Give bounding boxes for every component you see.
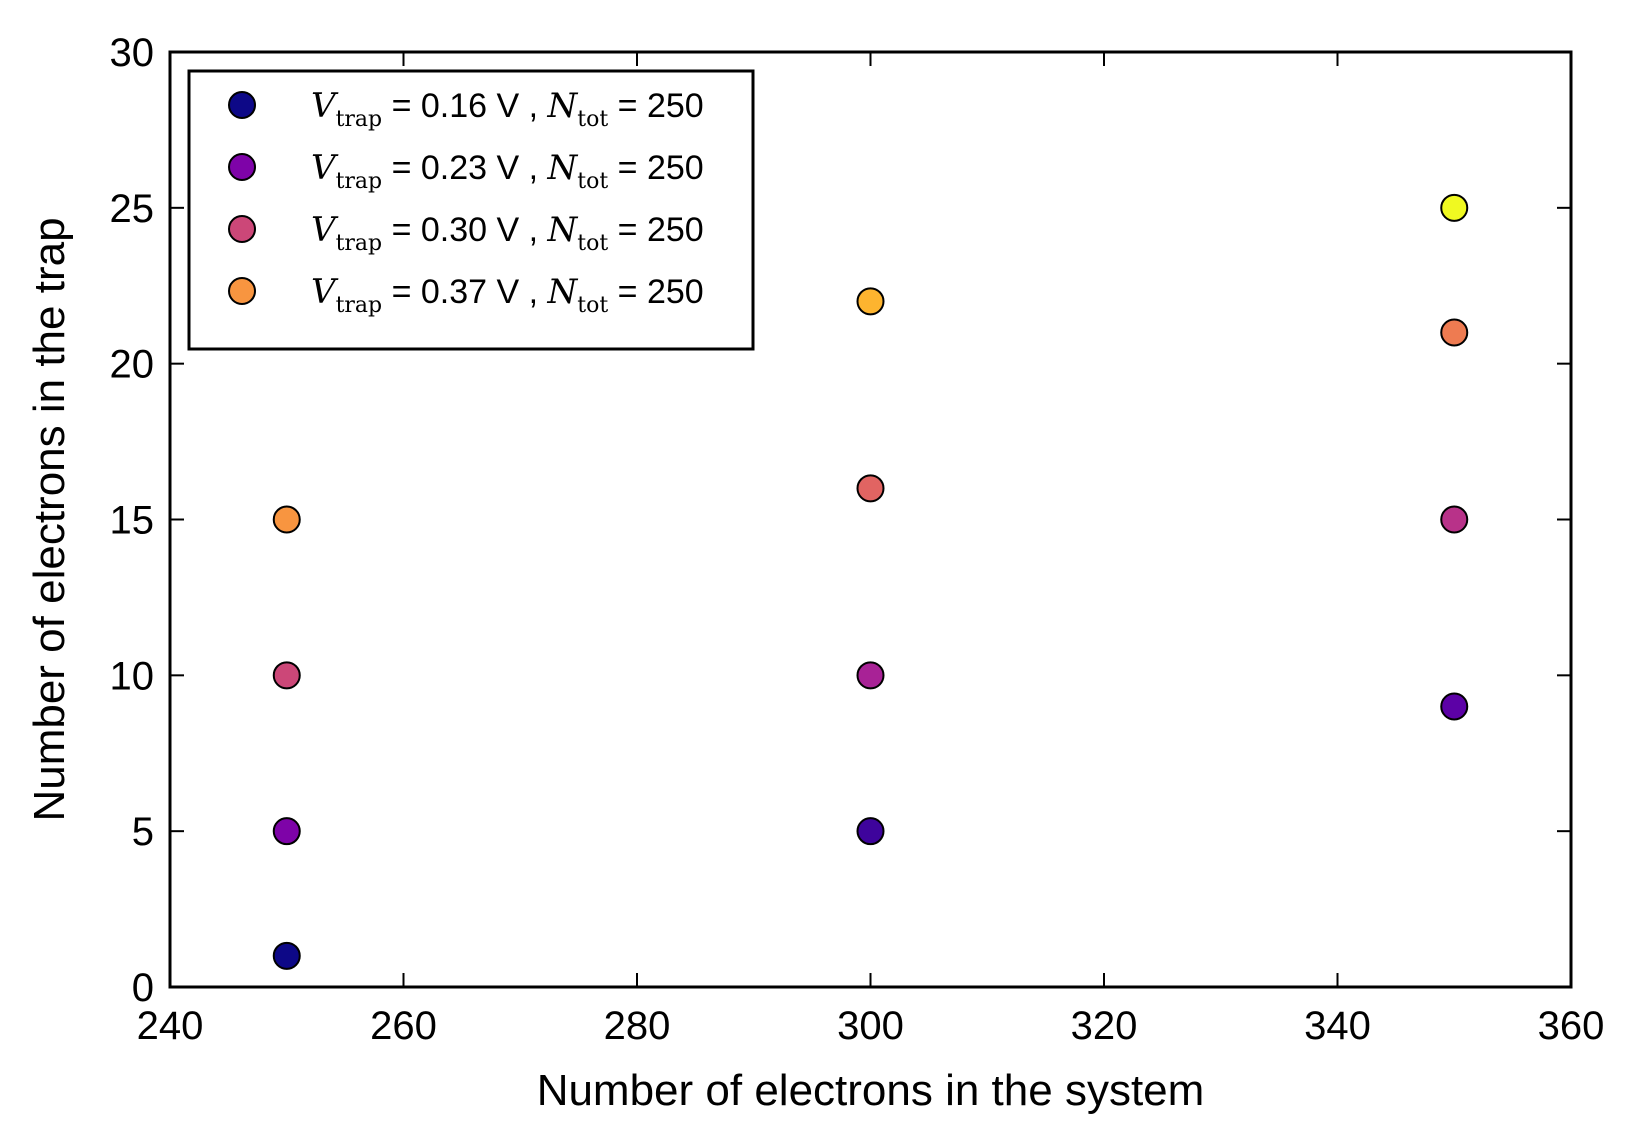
x-tick-label: 240 bbox=[137, 1004, 204, 1048]
x-axis-label: Number of electrons in the system bbox=[537, 1066, 1205, 1115]
legend-entry: Vtrap = 0.23 V , Ntot = 250 bbox=[228, 148, 704, 194]
legend-marker bbox=[228, 215, 256, 243]
points-layer bbox=[272, 193, 1469, 970]
legend-label-part: = 0.23 V , bbox=[382, 149, 547, 187]
legend-marker bbox=[228, 277, 256, 305]
legend-label-part: tot bbox=[577, 107, 608, 132]
legend-label-part: = 250 bbox=[608, 211, 703, 249]
legend-entry: Vtrap = 0.37 V , Ntot = 250 bbox=[228, 272, 704, 318]
legend-label-part: V bbox=[311, 272, 339, 312]
data-point bbox=[856, 661, 885, 690]
legend-label-part: = 0.37 V , bbox=[382, 273, 547, 311]
data-point bbox=[1440, 318, 1469, 347]
legend-entry: Vtrap = 0.16 V , Ntot = 250 bbox=[228, 86, 704, 132]
data-point bbox=[272, 817, 301, 846]
y-axis-label: Number of electrons in the trap bbox=[25, 217, 74, 821]
legend-label-part: N bbox=[547, 148, 579, 188]
legend-label: Vtrap = 0.37 V , Ntot = 250 bbox=[311, 272, 704, 318]
x-tick-label: 360 bbox=[1538, 1004, 1605, 1048]
legend-label-part: = 0.30 V , bbox=[382, 211, 547, 249]
data-point bbox=[1440, 692, 1469, 721]
legend-label-part: trap bbox=[336, 231, 383, 256]
legend-label-part: N bbox=[547, 272, 579, 312]
y-tick-label: 25 bbox=[110, 187, 155, 231]
y-tick-label: 5 bbox=[132, 810, 154, 854]
legend-box bbox=[187, 69, 755, 351]
legend-label: Vtrap = 0.30 V , Ntot = 250 bbox=[311, 210, 704, 256]
data-point bbox=[272, 661, 301, 690]
ticks-layer: 240 260 280 300 320 340 360 0 5 10 15 20 25 30 bbox=[110, 31, 1605, 1048]
legend-label-part: tot bbox=[577, 293, 608, 318]
legend-label-part: N bbox=[547, 210, 579, 250]
legend-marker bbox=[228, 91, 256, 119]
data-point bbox=[856, 287, 885, 316]
x-tick-label: 280 bbox=[604, 1004, 671, 1048]
data-point bbox=[856, 817, 885, 846]
y-tick-label: 0 bbox=[132, 966, 154, 1010]
data-point bbox=[1440, 505, 1469, 534]
x-tick-label: 260 bbox=[370, 1004, 437, 1048]
data-point bbox=[272, 505, 301, 534]
data-point bbox=[272, 941, 301, 970]
y-tick-label: 30 bbox=[110, 31, 155, 75]
legend-label-part: = 250 bbox=[608, 149, 703, 187]
legend-label-part: tot bbox=[577, 231, 608, 256]
legend-label-part: tot bbox=[577, 169, 608, 194]
x-tick-label: 300 bbox=[837, 1004, 904, 1048]
legend-label-part: V bbox=[311, 210, 339, 250]
legend-label-part: trap bbox=[336, 293, 383, 318]
legend-label-part: trap bbox=[336, 169, 383, 194]
legend-label-part: = 250 bbox=[608, 273, 703, 311]
legend-label-part: V bbox=[311, 86, 339, 126]
data-point bbox=[1440, 193, 1469, 222]
y-tick-label: 10 bbox=[110, 654, 155, 698]
legend-label-part: N bbox=[547, 86, 579, 126]
legend-label-part: = 0.16 V , bbox=[382, 87, 547, 125]
legend-entry: Vtrap = 0.30 V , Ntot = 250 bbox=[228, 210, 704, 256]
legend-label-part: trap bbox=[336, 107, 383, 132]
y-tick-label: 15 bbox=[110, 499, 155, 543]
legend-label: Vtrap = 0.23 V , Ntot = 250 bbox=[311, 148, 704, 194]
x-tick-label: 320 bbox=[1071, 1004, 1138, 1048]
legend-label-part: V bbox=[311, 148, 339, 188]
legend-label: Vtrap = 0.16 V , Ntot = 250 bbox=[311, 86, 704, 132]
data-point bbox=[856, 474, 885, 503]
legend-marker bbox=[228, 153, 256, 181]
legend-label-part: = 250 bbox=[608, 87, 703, 125]
y-tick-label: 20 bbox=[110, 343, 155, 387]
x-tick-label: 340 bbox=[1304, 1004, 1371, 1048]
plot-frame bbox=[168, 50, 1573, 989]
